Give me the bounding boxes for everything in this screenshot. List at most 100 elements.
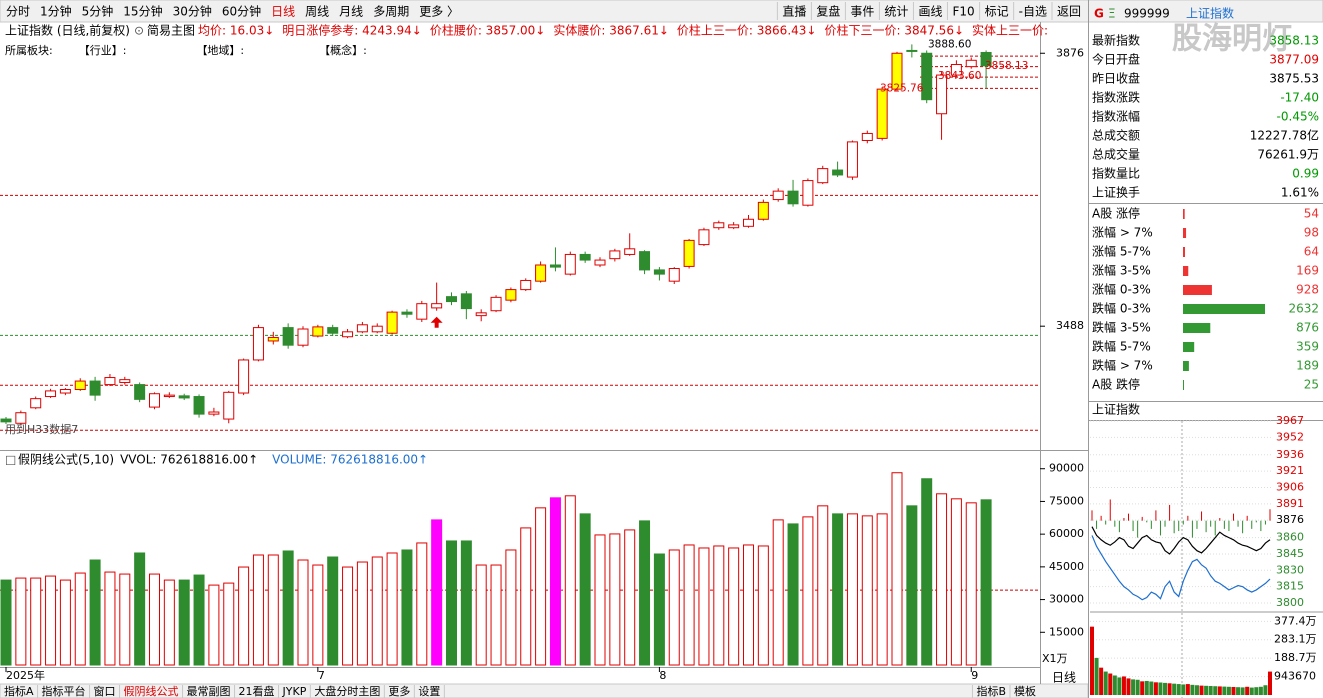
- volume-bar: [178, 579, 190, 666]
- tool-button[interactable]: 标记: [985, 5, 1009, 19]
- volume-bar: [282, 550, 294, 666]
- bottom-tab[interactable]: JYKP: [282, 685, 307, 698]
- volume-bar: [861, 515, 873, 666]
- breadth-count: 169: [1296, 264, 1319, 278]
- volume-bar: [74, 572, 86, 666]
- tool-button[interactable]: 直播: [782, 5, 806, 19]
- volume-bar: [698, 547, 710, 666]
- period-tab[interactable]: 5分钟: [82, 4, 114, 19]
- volume-bar: [416, 542, 428, 666]
- bottom-tab[interactable]: 大盘分时主图: [314, 684, 380, 698]
- bottom-tab[interactable]: 窗口: [94, 684, 116, 698]
- tool-button[interactable]: 事件: [850, 5, 874, 19]
- quote-label: 总成交量: [1092, 147, 1140, 162]
- volume-bar: [371, 556, 383, 666]
- mini-volume-bar: [1094, 657, 1099, 695]
- quote-label: 指数涨幅: [1092, 109, 1140, 124]
- volume-bar: [312, 564, 324, 666]
- y-tick-label: 3876: [1276, 513, 1304, 526]
- volume-bar: [980, 499, 992, 666]
- candle-body: [149, 393, 160, 408]
- tool-button[interactable]: -自选: [1019, 5, 1047, 19]
- bottom-tab[interactable]: 21看盘: [239, 684, 275, 698]
- sector-label: 【概念】:: [319, 43, 367, 57]
- quote-value: 3875.53: [1269, 72, 1319, 86]
- period-tab[interactable]: 更多 〉: [419, 5, 459, 19]
- period-tab[interactable]: 周线: [305, 5, 329, 19]
- quote-value: 12227.78亿: [1250, 128, 1319, 143]
- bottom-tab[interactable]: 指标A: [4, 684, 34, 698]
- mini-volume-bar: [1199, 685, 1204, 695]
- tool-button[interactable]: 统计: [884, 5, 908, 19]
- info-field: 均价: 16.03↓: [198, 24, 274, 38]
- candle-body: [609, 250, 621, 260]
- price-annotation: 3858.13: [985, 60, 1028, 72]
- tool-button[interactable]: 返回: [1057, 5, 1081, 19]
- volume-bar: [238, 566, 250, 666]
- volume-bar: [743, 544, 754, 666]
- breadth-count: 359: [1296, 340, 1319, 354]
- volume-bar: [193, 574, 205, 666]
- y-tick-label: 3906: [1276, 480, 1304, 493]
- y-tick-label: 943670: [1274, 670, 1316, 683]
- volume-bar: [475, 564, 487, 666]
- bottom-tab[interactable]: 设置: [418, 685, 440, 698]
- mini-volume-bar: [1185, 684, 1190, 695]
- mini-volume-bar: [1158, 682, 1163, 695]
- breadth-count: 876: [1296, 321, 1319, 335]
- candle-body: [787, 190, 799, 205]
- y-tick-label: 3921: [1276, 464, 1304, 477]
- bottom-tab[interactable]: 模板: [1014, 684, 1036, 698]
- mini-volume-bar: [1217, 686, 1222, 695]
- tool-button[interactable]: F10: [952, 5, 974, 19]
- tool-button[interactable]: 复盘: [816, 4, 840, 19]
- period-tab[interactable]: 多周期: [373, 5, 409, 19]
- volume-bar: [342, 566, 354, 666]
- candle-body: [327, 327, 339, 334]
- sector-label: 【地域】:: [196, 44, 244, 57]
- bottom-tab[interactable]: 最常副图: [187, 685, 231, 698]
- quote-value: 0.99: [1292, 167, 1319, 181]
- bottom-tab[interactable]: 指标平台: [42, 684, 86, 698]
- volume-title: 假阴线公式(5,10): [18, 453, 114, 467]
- volume-bar: [149, 573, 160, 666]
- breadth-label: 涨幅 > 7%: [1092, 225, 1153, 240]
- breadth-bar: [1183, 380, 1184, 390]
- chart-title: 上证指数 (日线,前复权): [5, 23, 130, 38]
- period-tab[interactable]: 月线: [339, 5, 363, 19]
- period-tab[interactable]: 日线: [271, 5, 295, 19]
- volume-bar: [505, 549, 517, 666]
- period-label: 日线: [1052, 671, 1076, 685]
- mini-volume-bar: [1208, 686, 1213, 695]
- period-tab[interactable]: 30分钟: [173, 4, 212, 19]
- volume-bar: [832, 513, 844, 666]
- bottom-tab[interactable]: 指标B: [976, 684, 1006, 698]
- bottom-tab[interactable]: 假阴线公式: [124, 684, 179, 698]
- quote-label: 指数量比: [1092, 166, 1140, 181]
- volume-bar: [787, 523, 799, 666]
- y-tick-label: 3860: [1276, 531, 1304, 544]
- y-tick-label: 3845: [1276, 547, 1304, 560]
- chart-mode[interactable]: 简易主图: [147, 24, 195, 38]
- tool-button[interactable]: 画线: [918, 5, 942, 19]
- candle-body: [757, 201, 769, 220]
- mini-volume-bar: [1190, 684, 1195, 695]
- y-tick-label: 75000: [1049, 494, 1084, 507]
- period-tab[interactable]: 60分钟: [222, 4, 261, 19]
- breadth-bar: [1183, 342, 1195, 352]
- period-tab[interactable]: 分时: [6, 5, 30, 19]
- volume-bar: [223, 582, 235, 666]
- bottom-tab[interactable]: 更多: [388, 684, 410, 698]
- breadth-bar: [1183, 361, 1189, 371]
- period-tab[interactable]: 15分钟: [123, 4, 162, 19]
- quote-value: -17.40: [1280, 91, 1319, 105]
- period-tab[interactable]: 1分钟: [40, 4, 72, 19]
- volume-bar: [549, 497, 561, 666]
- volume-label: VVOL: 762618816.00↑: [120, 453, 258, 467]
- mini-volume-bar: [1258, 686, 1263, 695]
- mini-volume-bar: [1163, 682, 1168, 695]
- volume-bar: [267, 554, 279, 666]
- mini-volume-bar: [1249, 687, 1254, 695]
- breadth-bar: [1183, 266, 1189, 276]
- candle-body: [371, 325, 383, 333]
